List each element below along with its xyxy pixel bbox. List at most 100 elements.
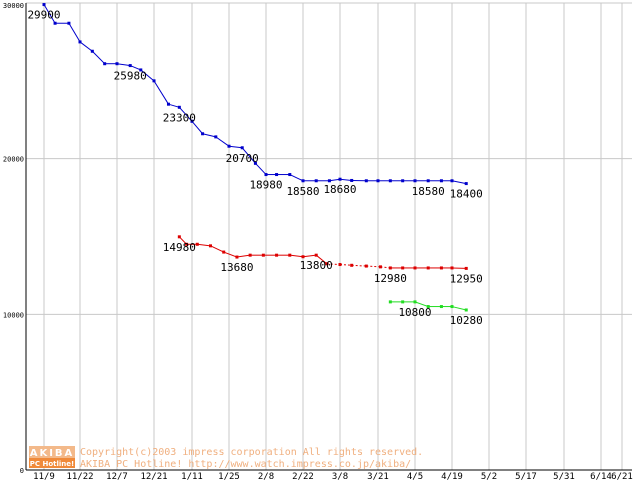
series-red-point: [209, 244, 212, 248]
series-blue-data-label: 25980: [114, 70, 147, 83]
series-blue-point: [426, 179, 430, 183]
series-red-data-label: 12980: [374, 272, 407, 285]
series-blue-segment: [215, 136, 230, 147]
logo-box-bottom: [29, 458, 75, 468]
series-blue-point: [288, 173, 292, 177]
series-blue-data-label: 20700: [226, 152, 259, 165]
x-tick-label: 3/21: [367, 472, 389, 480]
series-blue-point: [42, 3, 46, 7]
series-red-point: [222, 250, 226, 254]
series-blue-segment: [178, 106, 193, 122]
series-green-point: [426, 305, 430, 309]
series-red-point: [350, 263, 354, 267]
series-blue-segment: [140, 69, 155, 82]
series-green-point: [401, 300, 405, 304]
series-blue-point: [275, 173, 279, 177]
x-tick-label: 3/8: [332, 472, 348, 480]
series-blue-point: [314, 179, 318, 183]
series-blue-point: [413, 179, 417, 183]
series-blue-point: [376, 179, 380, 183]
series-blue-point: [53, 21, 57, 25]
series-green-point: [439, 305, 443, 309]
series-red-segment: [302, 254, 317, 258]
y-tick-label: 0: [20, 467, 24, 475]
series-blue-point: [464, 182, 468, 186]
series-green-data-label: 10280: [450, 314, 483, 327]
x-tick-label: 12/21: [140, 472, 167, 480]
series-red-segment: [223, 251, 238, 258]
series-red-data-label: 13680: [220, 261, 253, 274]
series-blue-point: [128, 64, 132, 68]
series-blue-point: [388, 179, 392, 183]
x-tick-labels: 11/9 11/22 12/7 12/21 1/11 1/25 2/8 2/22 3/8 3/21…: [33, 472, 633, 480]
series-blue-point: [139, 68, 143, 72]
series-green-data-label: 10800: [398, 306, 431, 319]
series-blue-point: [439, 179, 443, 183]
series-blue-point: [67, 21, 71, 25]
series-red-point: [248, 253, 252, 257]
series-green-point: [413, 300, 417, 304]
series-red-data-label: 12950: [450, 272, 483, 285]
series-red-point: [388, 266, 392, 270]
series-blue-segment: [191, 120, 203, 135]
series-blue-point: [78, 40, 82, 44]
x-tick-label: 5/31: [553, 472, 575, 480]
x-tick-label: 4/19: [441, 472, 463, 480]
series-blue-data-label: 18400: [450, 188, 483, 201]
series-red-segment: [236, 254, 251, 258]
watermark: AKIBA PC Hotline! Copyright(c)2003 impre…: [29, 446, 423, 470]
series-blue-point: [201, 132, 205, 136]
y-tick-label: 30000: [3, 2, 24, 10]
series-blue-segment: [43, 4, 56, 24]
series-red-point: [288, 253, 292, 257]
series-blue-segment: [289, 174, 304, 182]
series-red-point: [413, 266, 417, 270]
axes: [25, 3, 632, 471]
series-blue-data-label: 23300: [163, 111, 196, 124]
series-red-point: [185, 242, 189, 246]
series-blue-point: [350, 178, 354, 182]
series-blue-data-label: 18680: [323, 183, 356, 196]
series-blue-point: [214, 135, 218, 139]
series-red-point: [338, 263, 342, 267]
series-blue-segment: [79, 41, 93, 52]
x-tick-label: 1/25: [218, 472, 240, 480]
series-red-point: [450, 266, 454, 270]
series-red-data-label: 14980: [163, 241, 196, 254]
series-blue-point: [177, 105, 181, 109]
logo-line2: PC Hotline!: [30, 460, 74, 468]
series-red-segment: [315, 254, 328, 265]
series-blue-point: [264, 173, 268, 177]
series-blue-point: [166, 102, 170, 106]
series-blue-point: [327, 179, 331, 183]
series-red-segment: [351, 264, 367, 267]
series-blue-segment: [255, 162, 267, 175]
series-green-point: [450, 305, 454, 309]
series-red-point: [378, 265, 382, 269]
series-blue-segment: [91, 50, 106, 65]
series-red-segment: [380, 266, 391, 269]
grid-lines: [26, 2, 632, 470]
series-blue-segment: [116, 63, 131, 67]
series-red-point: [464, 266, 468, 270]
series-blue-point: [103, 62, 107, 66]
series-red-point: [177, 235, 181, 239]
logo-line1: AKIBA: [30, 448, 75, 459]
series-red-point: [426, 266, 430, 270]
series-red-point: [439, 266, 443, 270]
series-blue-point: [190, 119, 194, 123]
series-blue-segment: [153, 80, 169, 105]
series-blue-segment: [228, 145, 243, 149]
series-blue-segment: [68, 22, 81, 43]
series-red-point: [325, 262, 329, 266]
x-tick-label: 11/9: [33, 472, 55, 480]
series-blue-point: [90, 49, 94, 53]
series-blue-data-label: 18580: [286, 185, 319, 198]
series-blue-point: [301, 179, 305, 183]
series-blue-data-label: 18580: [412, 185, 445, 198]
series-red-point: [195, 242, 199, 246]
series-red-point: [401, 266, 405, 270]
series-red-data-label: 13800: [300, 259, 333, 272]
series-green-point: [388, 300, 392, 304]
